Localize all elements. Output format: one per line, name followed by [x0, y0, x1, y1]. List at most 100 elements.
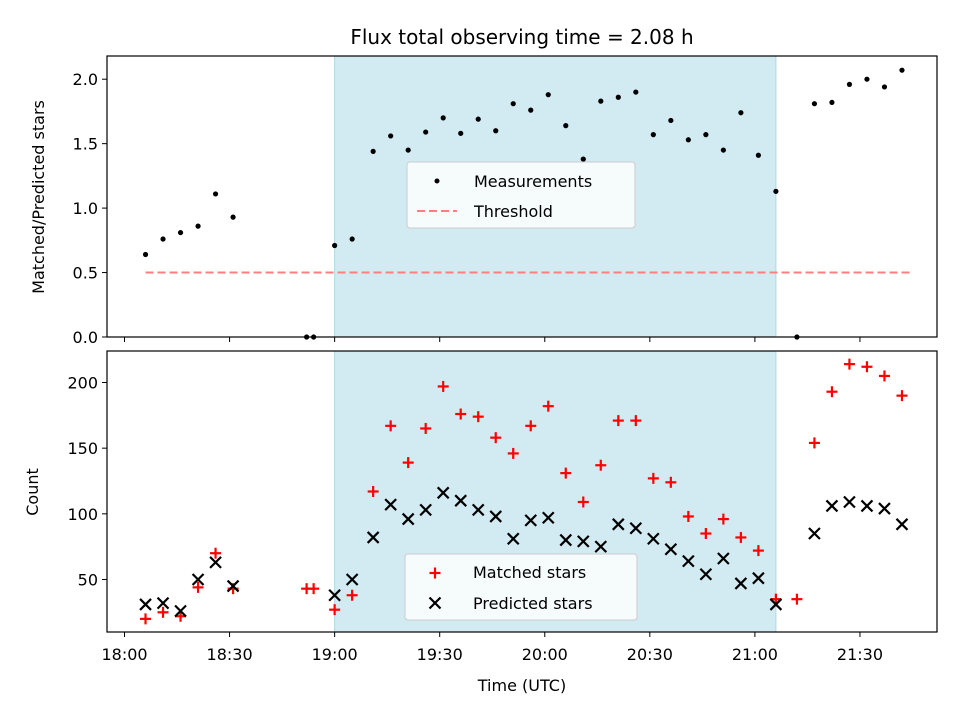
legend-matched-marker	[429, 567, 441, 579]
top-x-ticks	[124, 337, 861, 342]
top-axes-frame	[106, 55, 938, 338]
y-tick-label: 100	[67, 505, 98, 524]
predicted-star-point	[366, 531, 380, 544]
bottom-y-ticks: 50 100 150 200	[67, 374, 107, 589]
predicted-star-point	[717, 552, 730, 565]
measurement-point	[528, 107, 534, 113]
measurement-point	[846, 81, 853, 87]
matched-star-point	[878, 370, 890, 382]
measurement-point	[370, 148, 376, 154]
matched-star-point	[752, 545, 764, 557]
top-panel: 0.00.51.01.52.0 Matched/Predicted stars …	[29, 55, 938, 347]
measurement-point	[580, 156, 586, 162]
y-tick-label: 150	[67, 439, 98, 458]
measurement-point	[160, 236, 166, 242]
y-tick-label: 50	[78, 570, 98, 589]
measurement-point	[510, 101, 516, 107]
predicted-star-point	[139, 598, 152, 611]
matched-star-point	[560, 467, 572, 479]
predicted-star-point	[454, 494, 467, 507]
predicted-star-point	[524, 514, 538, 527]
predicted-star-point	[156, 596, 170, 610]
measurement-point	[650, 132, 656, 138]
predicted-star-point	[629, 521, 643, 535]
y-tick-label: 2.0	[73, 70, 98, 89]
measurement-point	[458, 130, 464, 136]
top-y-ticks: 0.0 0.5 1.0 1.5 2.0	[73, 70, 107, 347]
predicted-star-point	[191, 573, 205, 586]
predicted-star-point	[174, 604, 187, 618]
predicted-star-point	[825, 499, 839, 513]
measurement-point	[738, 110, 744, 116]
measurement-point	[230, 214, 236, 220]
matched-star-point	[791, 593, 803, 605]
matched-star-point	[861, 361, 873, 373]
matched-star-point	[455, 408, 467, 420]
measurement-point	[212, 191, 219, 197]
matched-star-point	[402, 457, 414, 469]
matched-star-point	[157, 606, 169, 618]
legend-predicted-label: Predicted stars	[473, 594, 593, 613]
measurement-point	[773, 188, 779, 194]
predicted-star-point	[506, 532, 520, 546]
matched-star-point	[826, 386, 838, 398]
measurement-point	[440, 115, 446, 121]
predicted-star-point	[664, 542, 678, 556]
matched-star-point	[210, 547, 222, 559]
legend-x-glyph	[428, 596, 442, 610]
matched-star-point	[525, 420, 537, 432]
predicted-star-point	[734, 577, 748, 590]
measurement-point	[349, 236, 355, 242]
y-tick-label: 0.0	[73, 328, 98, 347]
predicted-star-point	[328, 588, 341, 602]
matched-star-point	[308, 583, 320, 595]
matched-star-point	[542, 400, 554, 412]
measurement-point	[563, 123, 569, 129]
measurement-point	[177, 229, 184, 236]
measurement-point	[685, 137, 691, 143]
predicted-star-point	[541, 511, 555, 525]
measurement-point	[475, 116, 481, 122]
matched-star-point	[346, 589, 358, 601]
predicted-star-point	[489, 510, 503, 523]
measurement-point	[755, 152, 761, 158]
measurement-point	[829, 99, 835, 106]
chart-title: Flux total observing time = 2.08 h	[350, 25, 693, 49]
matched-star-point	[577, 496, 589, 508]
predicted-star-point	[401, 512, 415, 526]
measurement-point	[423, 129, 429, 135]
measurement-point	[598, 98, 604, 104]
x-tick-label: 20:00	[522, 645, 568, 664]
matched-star-point	[808, 437, 820, 449]
predicted-star-point	[419, 503, 432, 517]
predicted-star-point	[895, 518, 909, 531]
matched-star-point	[735, 531, 747, 543]
measurement-point	[545, 92, 551, 98]
matched-star-point	[472, 411, 484, 423]
matched-star-point	[140, 613, 152, 625]
matched-star-point	[647, 472, 659, 484]
bottom-y-axis-label: Count	[23, 468, 42, 516]
predicted-star-point	[436, 486, 450, 500]
matched-star-point	[770, 593, 782, 605]
predicted-star-point	[878, 502, 891, 515]
matched-star-point	[896, 390, 908, 402]
legend-plus-glyph	[429, 567, 441, 579]
matched-star-point	[490, 432, 502, 444]
predicted-star-point	[209, 556, 222, 569]
predicted-star-point	[682, 554, 695, 568]
predicted-star-point	[577, 535, 590, 548]
matched-star-point	[665, 476, 677, 488]
predicted-star-point	[860, 499, 874, 513]
matched-star-point	[700, 528, 712, 540]
legend-threshold-label: Threshold	[473, 202, 553, 221]
matched-star-point	[630, 415, 642, 427]
bottom-legend-box	[404, 553, 638, 621]
predicted-star-point	[594, 540, 608, 553]
measurement-point	[405, 147, 411, 153]
y-tick-label: 200	[67, 374, 98, 393]
measurement-point	[899, 67, 905, 73]
predicted-star-point	[471, 503, 485, 517]
y-tick-label: 1.5	[73, 135, 98, 154]
predicted-star-point	[345, 573, 359, 586]
